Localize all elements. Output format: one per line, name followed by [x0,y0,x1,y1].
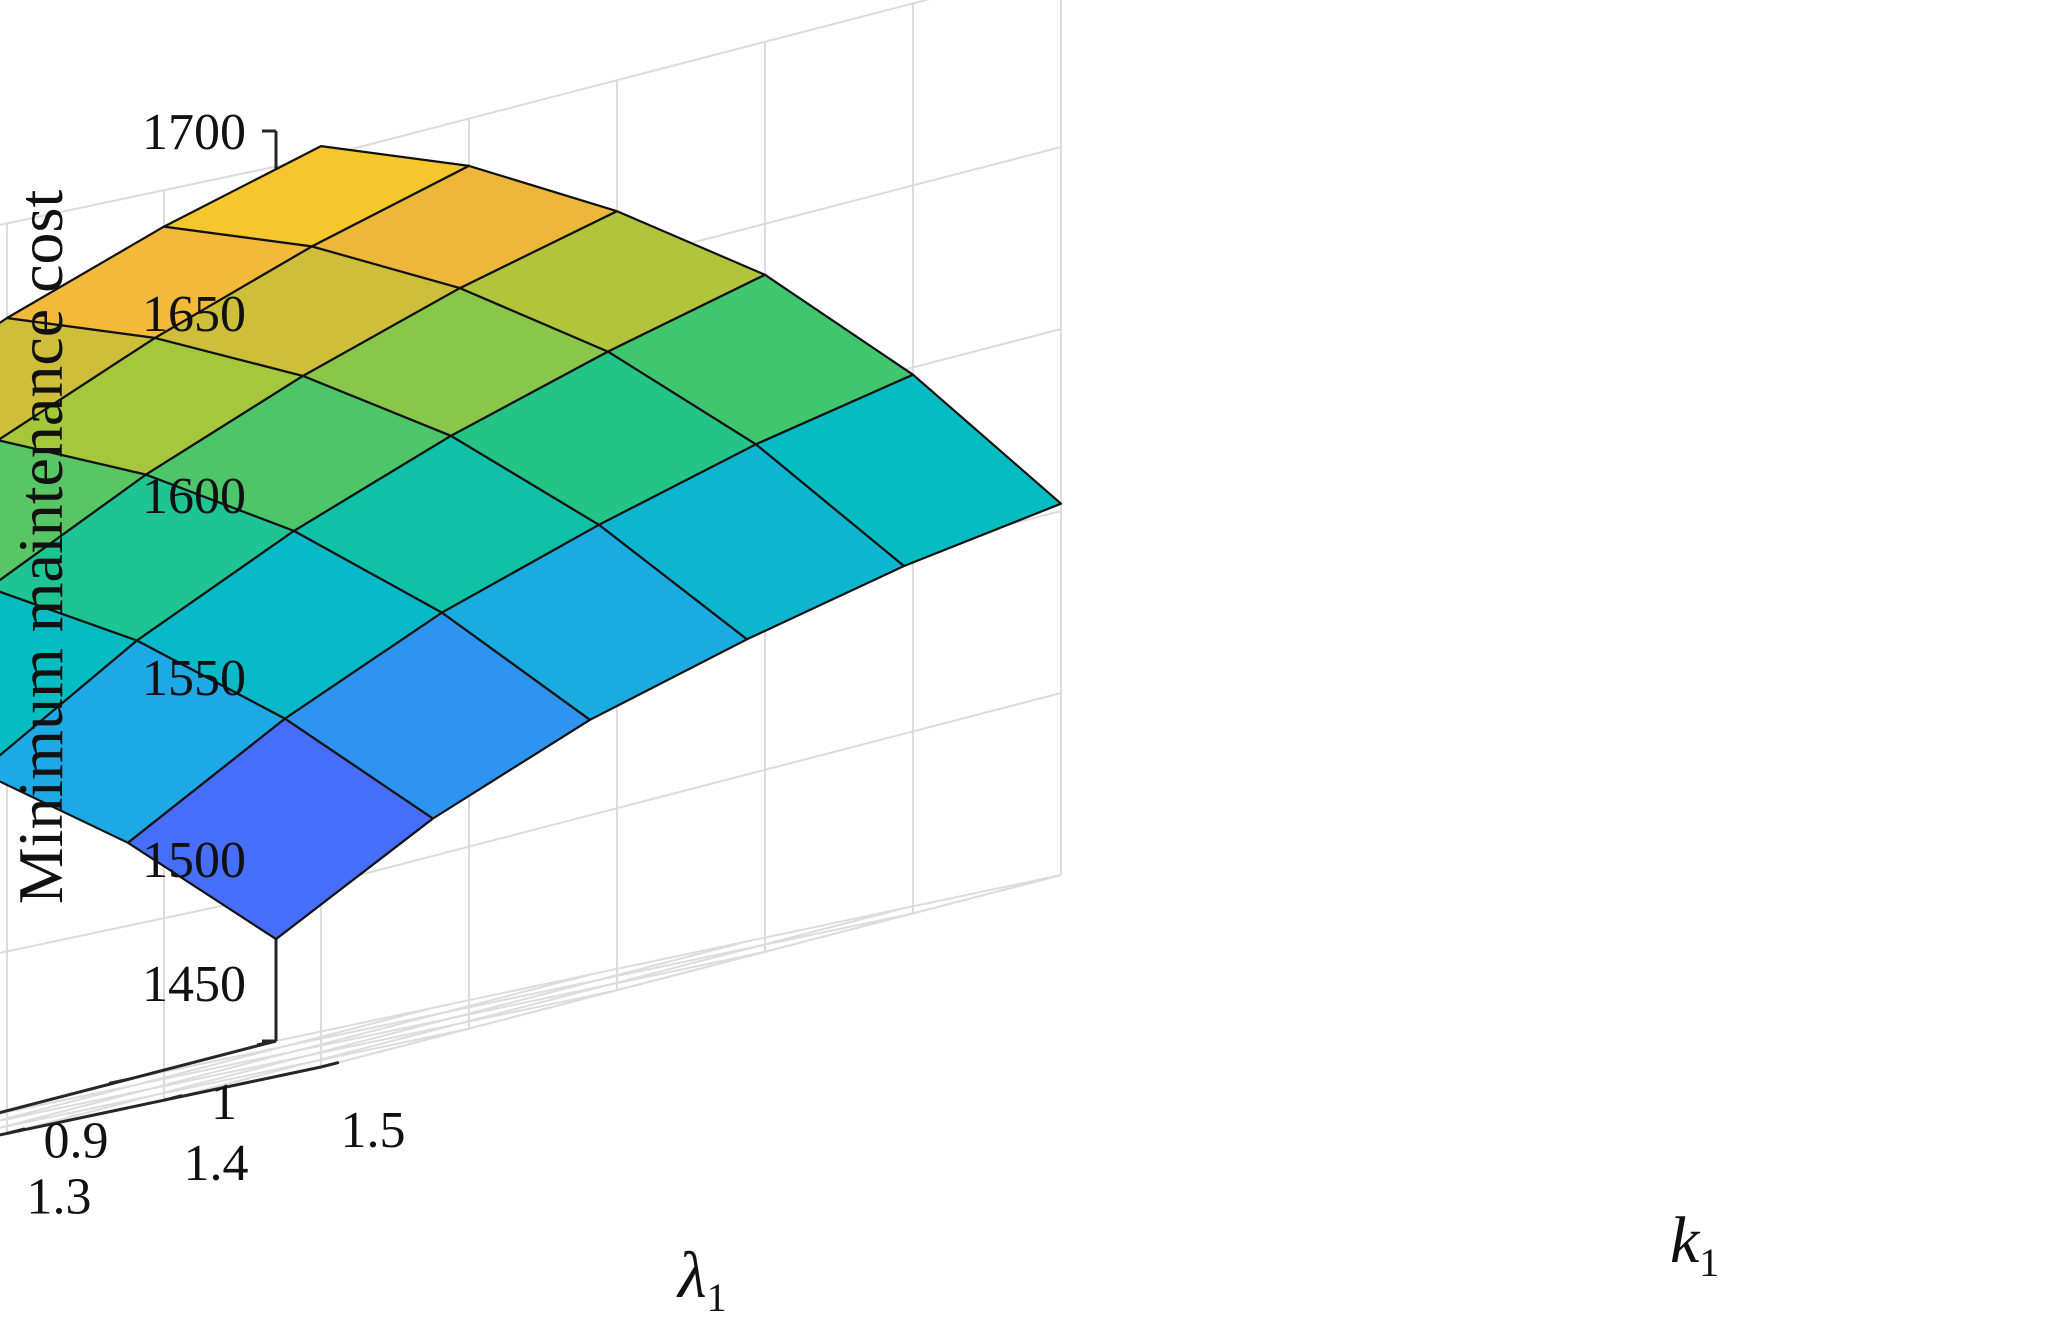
grid-line [0,156,322,226]
grid-line [0,1027,470,1129]
grid-line [320,874,1062,1068]
x-axis-label: λ1 [676,1239,727,1320]
z-tick-label: 1450 [142,956,246,1013]
surface-patch [754,373,1063,568]
grid-line [320,692,1062,886]
grid-line [6,940,748,1135]
x-tick-label: 0.9 [44,1112,109,1169]
x-tick [108,1077,129,1085]
x-tick-label: 1 [211,1074,237,1131]
x-axis-label-symbol: λ [676,1239,707,1312]
grid-line [0,884,322,954]
z-tick-label: 1650 [142,286,246,343]
y-tick [163,1094,183,1102]
y-tick-label: 1.4 [184,1135,249,1192]
grid-line [0,989,618,1122]
grid-line [320,0,931,158]
grid-line [275,874,1062,1042]
y-axis-line [0,1065,322,1137]
y-tick [320,1060,340,1069]
grid-line [0,1006,434,1122]
y-axis-label: k1 [1670,1204,1719,1285]
surface [0,145,1063,941]
grid-line [0,973,591,1129]
z-tick-label: 1600 [142,468,246,525]
y-axis-label-subscript: 1 [1699,1240,1719,1285]
grid-line [163,907,905,1102]
x-axis-line [0,1039,277,1115]
y-tick-label: 1.5 [341,1102,406,1159]
y-axis-label-symbol: k [1670,1204,1701,1277]
y-tick [6,1127,26,1135]
x-axis-label-subscript: 1 [707,1275,727,1320]
z-axis-label: Minimum maintenance cost [5,190,76,905]
grid-line [127,912,914,1081]
y-tick-label: 1.3 [27,1168,92,1225]
z-tick-label: 1550 [142,650,246,707]
z-tick-label: 1500 [142,832,246,889]
tick-labels: 10.90.80.70.60.511.11.21.31.41.514501500… [27,104,406,1225]
z-tick-label: 1700 [142,104,246,161]
grid-line [0,950,766,1115]
